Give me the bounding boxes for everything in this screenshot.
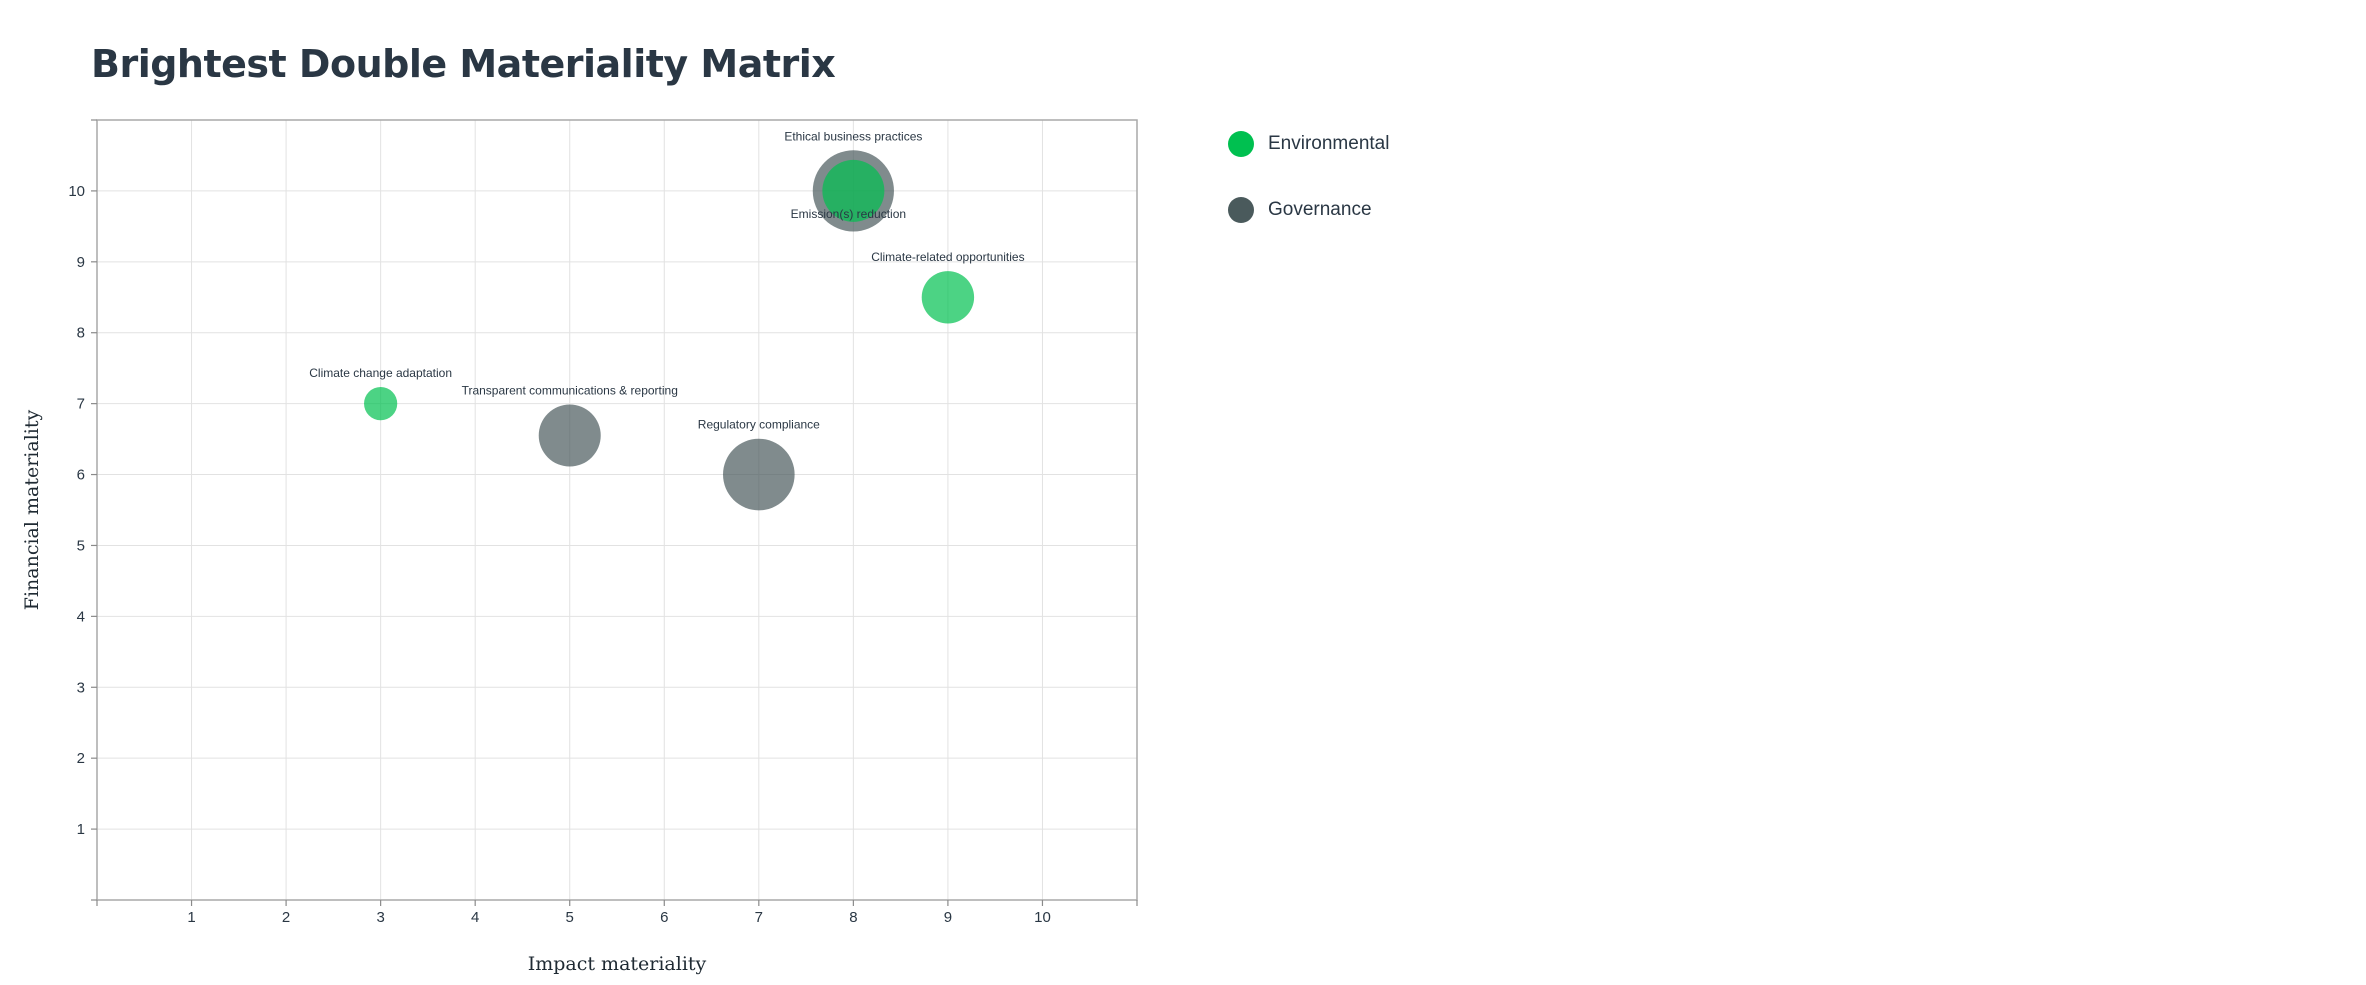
transparent-communications-reporting-label: Transparent communications & reporting — [462, 384, 678, 398]
environmental-dot-icon — [1228, 131, 1254, 157]
legend: Environmental Governance — [1228, 130, 1389, 262]
x-tick-label: 9 — [944, 909, 952, 926]
data-points — [364, 150, 975, 511]
climate-related-opportunities-bubble — [921, 271, 975, 324]
y-tick-label: 3 — [77, 679, 85, 696]
materiality-scatter-chart: 1 2 3 4 5 6 7 8 9 10 1 2 3 4 5 6 7 8 9 10 Ethical business … — [21, 119, 1138, 975]
climate-related-opportunities-label: Climate-related opportunities — [871, 250, 1024, 264]
y-tick-label: 6 — [77, 467, 85, 484]
point-labels: Ethical business practices Regulatory com… — [309, 129, 1024, 431]
legend-item-governance[interactable]: Governance — [1228, 196, 1389, 224]
page-title: Brightest Double Materiality Matrix — [91, 42, 836, 86]
legend-label: Environmental — [1268, 133, 1390, 154]
governance-dot-icon — [1228, 197, 1254, 223]
x-tick-label: 2 — [282, 909, 290, 926]
y-tick-label: 1 — [77, 821, 85, 838]
x-axis-title: Impact materiality — [528, 953, 707, 975]
x-tick-label: 4 — [471, 909, 479, 926]
legend-label: Governance — [1268, 199, 1372, 220]
y-tick-label: 7 — [77, 396, 85, 413]
x-tick-label: 6 — [660, 909, 668, 926]
regulatory-compliance-label: Regulatory compliance — [698, 418, 820, 432]
emission-s-reduction-label: Emission(s) reduction — [791, 207, 906, 221]
y-tick-label: 4 — [77, 608, 85, 625]
x-tick-label: 10 — [1034, 909, 1051, 926]
y-tick-label: 2 — [77, 750, 85, 767]
emission-s-reduction-bubble — [822, 159, 885, 222]
grid-lines — [97, 120, 1137, 900]
y-tick-label: 5 — [77, 537, 85, 554]
x-tick-label: 5 — [566, 909, 574, 926]
x-tick-label: 3 — [376, 909, 384, 926]
climate-change-adaptation-bubble — [364, 387, 398, 421]
ethical-business-practices-label: Ethical business practices — [784, 129, 922, 143]
y-tick-label: 8 — [77, 325, 85, 342]
plot-frame — [96, 119, 1138, 901]
x-tick-label: 8 — [849, 909, 857, 926]
regulatory-compliance-bubble — [723, 438, 795, 511]
axes: 1 2 3 4 5 6 7 8 9 10 1 2 3 4 5 6 7 8 9 10 — [68, 119, 1138, 926]
transparent-communications-reporting-bubble — [538, 404, 601, 467]
y-tick-label: 10 — [68, 183, 85, 200]
legend-item-environmental[interactable]: Environmental — [1228, 130, 1389, 158]
x-tick-label: 1 — [187, 909, 195, 926]
y-axis-title: Financial materiality — [21, 410, 43, 611]
climate-change-adaptation-label: Climate change adaptation — [309, 366, 452, 380]
x-tick-label: 7 — [755, 909, 763, 926]
y-tick-label: 9 — [77, 254, 85, 271]
